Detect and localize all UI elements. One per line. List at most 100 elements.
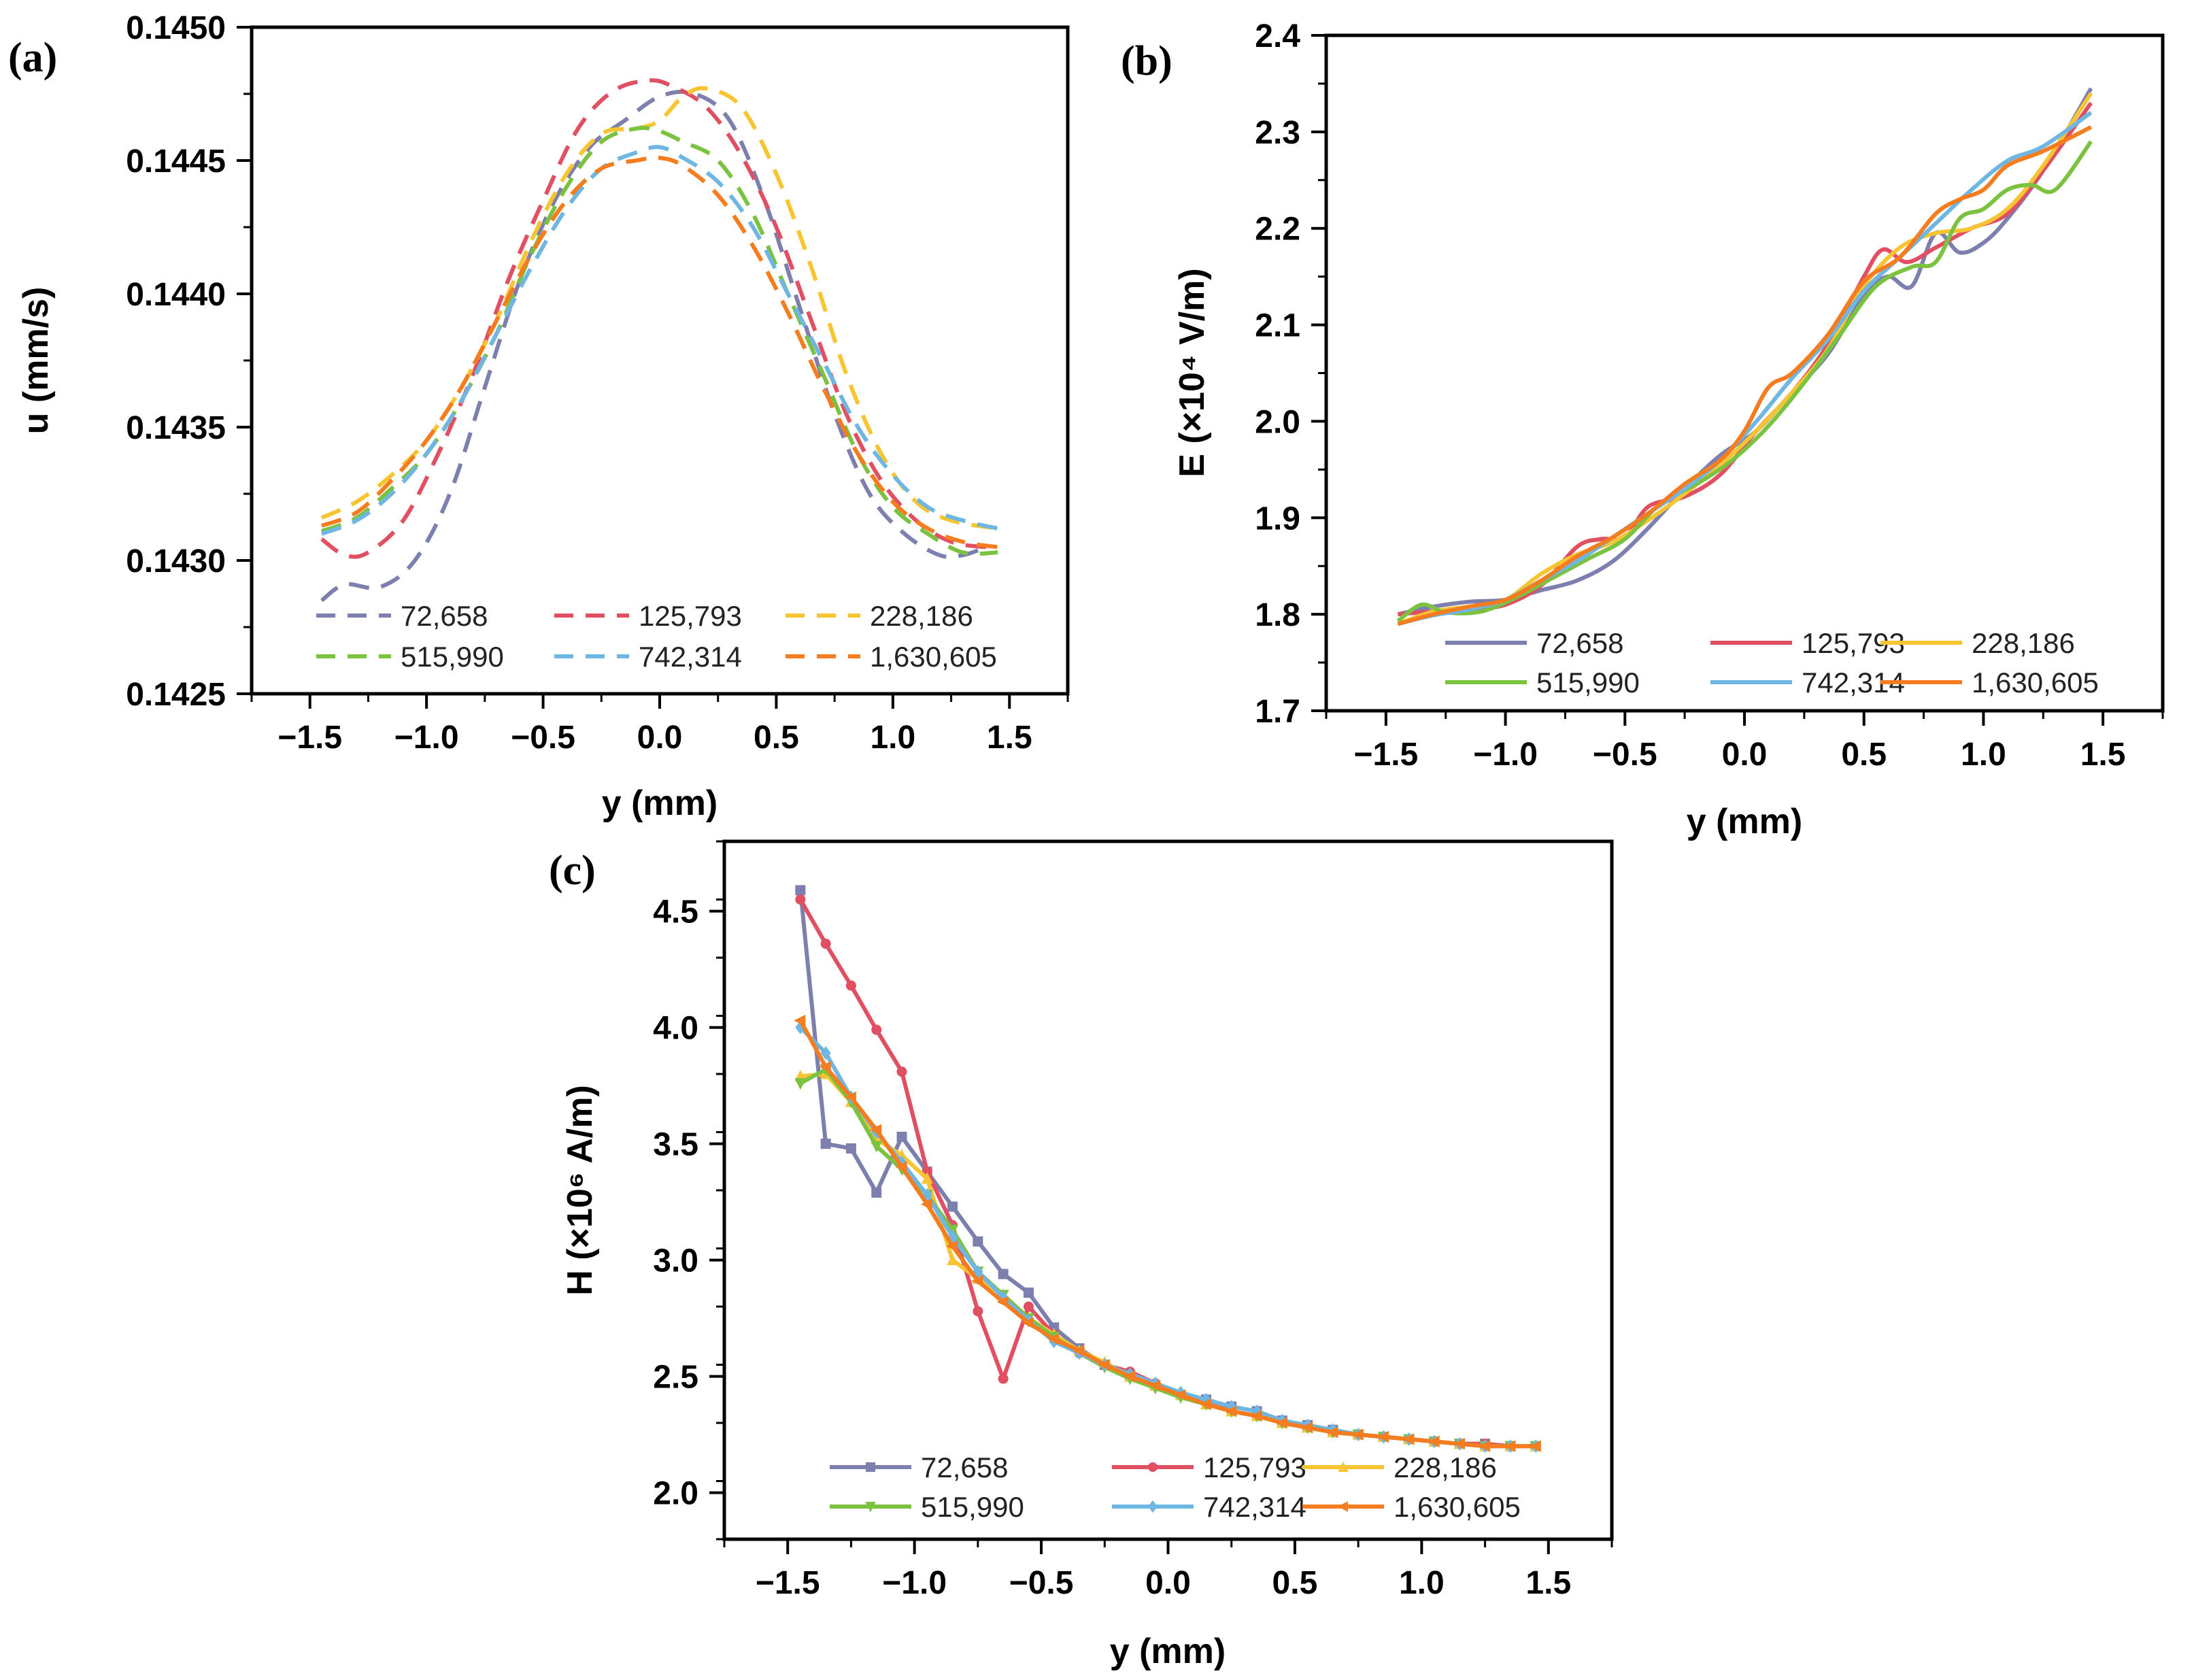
legend-marker xyxy=(1338,1461,1349,1472)
chart-panel-0: (a) u (mm/s) y (mm) −1.5 −1.0 −0.5 0.0 0.5 1.0 1.… xyxy=(8,10,1070,823)
legend-label: 72,658 xyxy=(1536,627,1623,659)
data-point xyxy=(947,1201,958,1212)
y-axis-title: u (mm/s) xyxy=(16,287,56,435)
y-tick-label: 1.8 xyxy=(1255,597,1300,633)
data-point xyxy=(794,1078,807,1090)
series-line-5 xyxy=(320,155,998,550)
y-tick-label: 4.0 xyxy=(653,1011,698,1047)
x-tick-label: 1.0 xyxy=(1961,737,2006,773)
panel-label: (b) xyxy=(1121,38,1172,84)
plot-frame xyxy=(250,25,1070,696)
data-point xyxy=(871,1024,882,1035)
x-tick-label: 1.0 xyxy=(1399,1565,1445,1601)
data-point xyxy=(1453,1438,1465,1450)
y-tick-label: 2.0 xyxy=(1255,404,1300,440)
data-point xyxy=(870,1124,882,1136)
x-tick-label: 0.0 xyxy=(1722,737,1768,773)
x-tick-label: 0.0 xyxy=(1145,1565,1191,1601)
series-line-5 xyxy=(1397,125,2092,626)
data-point xyxy=(895,1161,907,1173)
x-tick-label: −1.5 xyxy=(756,1565,820,1601)
series-line-0 xyxy=(1397,87,2093,617)
legend-label: 72,658 xyxy=(921,1451,1008,1483)
data-point xyxy=(844,1091,856,1103)
series-line-1 xyxy=(1398,101,2093,617)
legend-label: 1,630,605 xyxy=(1394,1491,1521,1523)
legend-marker xyxy=(1337,1501,1348,1512)
legend-marker xyxy=(865,1502,876,1513)
data-point xyxy=(1479,1440,1491,1452)
x-tick-label: 1.5 xyxy=(987,720,1032,756)
data-point xyxy=(795,885,806,896)
x-tick-label: −1.0 xyxy=(1473,737,1538,773)
data-point xyxy=(998,1269,1009,1279)
data-point xyxy=(1199,1398,1211,1411)
plot-frame xyxy=(1324,33,2165,713)
data-point xyxy=(1022,1317,1034,1329)
y-axis-title: E (×10⁴ V/m) xyxy=(1172,268,1212,477)
data-point xyxy=(973,1306,983,1317)
y-tick-label: 0.1450 xyxy=(126,10,226,46)
legend-label: 515,990 xyxy=(921,1491,1024,1523)
data-point xyxy=(946,1240,958,1252)
legend-label: 125,793 xyxy=(1203,1451,1306,1483)
data-point xyxy=(1529,1440,1541,1452)
x-tick-label: −0.5 xyxy=(511,720,575,756)
data-point xyxy=(1047,1333,1060,1345)
legend-label: 515,990 xyxy=(401,641,504,673)
data-point xyxy=(896,1066,907,1077)
data-point xyxy=(1124,1371,1136,1383)
series-line-1 xyxy=(320,78,987,559)
data-point xyxy=(845,1143,856,1154)
x-tick-label: −1.5 xyxy=(1353,737,1418,773)
x-tick-label: 1.5 xyxy=(2080,737,2126,773)
data-point xyxy=(871,1187,882,1198)
panel-label: (c) xyxy=(549,847,596,894)
data-point xyxy=(845,980,856,991)
x-tick-label: −1.0 xyxy=(882,1565,947,1601)
series-line-4 xyxy=(798,1026,1536,1449)
x-tick-label: 0.5 xyxy=(1272,1565,1318,1601)
y-tick-label: 2.4 xyxy=(1255,18,1300,54)
legend-label: 72,658 xyxy=(401,600,488,632)
legend-label: 228,186 xyxy=(1394,1451,1497,1483)
series-line-4 xyxy=(320,145,998,536)
x-tick-label: 1.0 xyxy=(870,720,915,756)
data-point xyxy=(1174,1389,1186,1401)
legend-label: 1,630,605 xyxy=(1972,667,2099,699)
data-point xyxy=(996,1296,1009,1308)
x-tick-label: 0.5 xyxy=(1841,737,1887,773)
y-tick-label: 0.1430 xyxy=(126,543,226,579)
y-tick-label: 2.2 xyxy=(1255,212,1300,248)
data-point xyxy=(1250,1410,1262,1422)
x-tick-label: 0.5 xyxy=(754,720,799,756)
y-tick-label: 2.3 xyxy=(1255,115,1300,151)
data-point xyxy=(794,1014,806,1026)
data-point xyxy=(1351,1428,1364,1441)
data-point xyxy=(1023,1287,1034,1298)
legend-marker xyxy=(866,1462,875,1472)
series-line-5 xyxy=(798,1019,1536,1449)
chart-panel-2: (c) H (×10⁶ A/m) y (mm) −1.5 −1.0 −0.5 0.0 0.5 1… xyxy=(549,839,1614,1671)
data-point xyxy=(1225,1405,1237,1417)
series-line-2 xyxy=(320,86,998,531)
data-point xyxy=(1326,1426,1338,1439)
data-point xyxy=(971,1275,983,1287)
legend-label: 1,630,605 xyxy=(870,641,997,673)
y-tick-label: 1.9 xyxy=(1255,501,1300,537)
x-tick-label: 1.5 xyxy=(1525,1565,1571,1601)
data-point xyxy=(819,1061,831,1073)
data-point xyxy=(1275,1417,1287,1429)
data-point xyxy=(921,1172,933,1184)
series-line-2 xyxy=(1397,92,2093,626)
legend-label: 125,793 xyxy=(639,600,742,632)
y-axis-title: H (×10⁶ A/m) xyxy=(560,1085,600,1296)
y-tick-label: 0.1435 xyxy=(126,410,226,446)
x-tick-label: −0.5 xyxy=(1593,737,1657,773)
data-point xyxy=(920,1198,932,1211)
legend-marker xyxy=(1148,1462,1158,1472)
